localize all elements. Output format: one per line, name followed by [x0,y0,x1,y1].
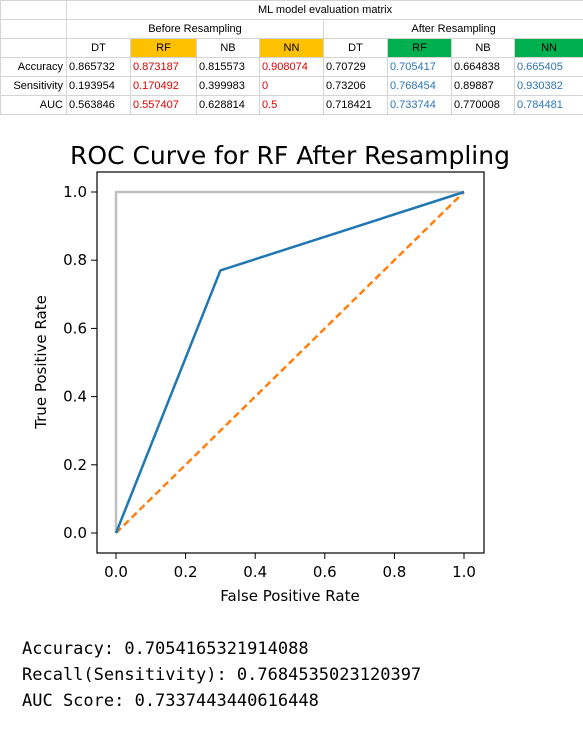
table-cell[interactable]: 0.399983 [196,76,260,96]
x-tick-label: 0.4 [243,563,267,581]
roc-curve-line [114,190,465,534]
title-row: ML model evaluation matrix [0,0,583,20]
chance-diagonal-line [115,191,465,534]
table-row: Accuracy 0.865732 0.873187 0.815573 0.908074… [0,57,583,77]
column-header[interactable]: DT [323,38,388,58]
group-after[interactable]: After Resampling [322,19,583,39]
x-tick-label: 0.2 [174,563,198,581]
table-cell[interactable]: 0.628814 [196,95,260,115]
auc-line: AUC Score: 0.7337443440616448 [22,691,319,711]
roc-chart: 0.0 0.2 0.4 0.6 0.8 1.0 0.0 0.2 0.4 0.6 0.8 1.0 ROC … [32,141,510,605]
chart-title: ROC Curve for RF After Resampling [70,141,510,170]
column-header[interactable]: NN [259,38,324,58]
y-tick-label: 1.0 [63,183,87,201]
x-tick-label: 0.8 [382,563,406,581]
x-axis-label: False Positive Rate [220,587,359,605]
y-tick-label: 0.0 [63,524,87,542]
table-cell[interactable]: 0.557407 [130,95,197,115]
row-label[interactable]: AUC [0,95,67,115]
evaluation-table: ML model evaluation matrix Before Resamp… [0,0,583,115]
table-cell[interactable]: 0.664838 [451,57,515,77]
table-cell[interactable]: 0.193954 [66,76,131,96]
column-header[interactable]: RF [387,38,452,58]
perfect-classifier-line [114,190,464,533]
y-axis-label: True Positive Rate [32,295,50,430]
table-cell[interactable]: 0.873187 [130,57,197,77]
table-title[interactable]: ML model evaluation matrix [65,0,583,20]
table-cell[interactable]: 0.89887 [451,76,515,96]
column-header[interactable]: DT [66,38,131,58]
table-cell[interactable]: 0.733744 [387,95,452,115]
column-header[interactable]: NB [451,38,515,58]
column-header[interactable]: RF [130,38,197,58]
table-cell[interactable]: 0 [259,76,324,96]
table-cell[interactable]: 0.5 [259,95,324,115]
table-cell[interactable]: 0.70729 [323,57,388,77]
column-header[interactable]: NB [196,38,260,58]
table-cell[interactable]: 0.768454 [387,76,452,96]
table-row: AUC 0.563846 0.557407 0.628814 0.5 0.718421 0.… [0,95,583,115]
group-row: Before Resampling After Resampling [0,19,583,39]
plot-frame [96,171,485,554]
recall-line: Recall(Sensitivity): 0.7684535023120397 [22,665,422,685]
row-label[interactable]: Accuracy [0,57,67,77]
table-cell[interactable]: 0.170492 [130,76,197,96]
table-cell[interactable]: 0.770008 [451,95,515,115]
table-row: Sensitivity 0.193954 0.170492 0.399983 0 0.73… [0,76,583,96]
y-tick-label: 0.4 [63,388,87,406]
table-cell[interactable]: 0.705417 [387,57,452,77]
column-header[interactable]: NN [513,38,583,58]
group-before[interactable]: Before Resampling [66,19,324,39]
table-cell[interactable]: 0.908074 [259,57,324,77]
x-tick-label: 0.6 [313,563,337,581]
table-cell[interactable]: 0.784481 [513,95,583,115]
row-label[interactable]: Sensitivity [0,76,67,96]
y-tick-label: 0.6 [63,319,87,337]
table-cell[interactable]: 0.718421 [323,95,388,115]
table-cell[interactable]: 0.865732 [66,57,131,77]
table-cell[interactable]: 0.930382 [513,76,583,96]
accuracy-line: Accuracy: 0.7054165321914088 [22,639,309,659]
table-cell[interactable]: 0.815573 [196,57,260,77]
header-row: DT RF NB NN DT RF NB NN [0,38,583,58]
x-tick-label: 0.0 [104,563,128,581]
console-output: Accuracy: 0.7054165321914088 Recall(Sens… [22,636,421,714]
y-tick-label: 0.8 [63,251,87,269]
y-tick-label: 0.2 [63,456,87,474]
x-tick-label: 1.0 [452,563,476,581]
table-cell[interactable]: 0.73206 [323,76,388,96]
table-cell[interactable]: 0.665405 [513,57,583,77]
table-cell[interactable]: 0.563846 [66,95,131,115]
